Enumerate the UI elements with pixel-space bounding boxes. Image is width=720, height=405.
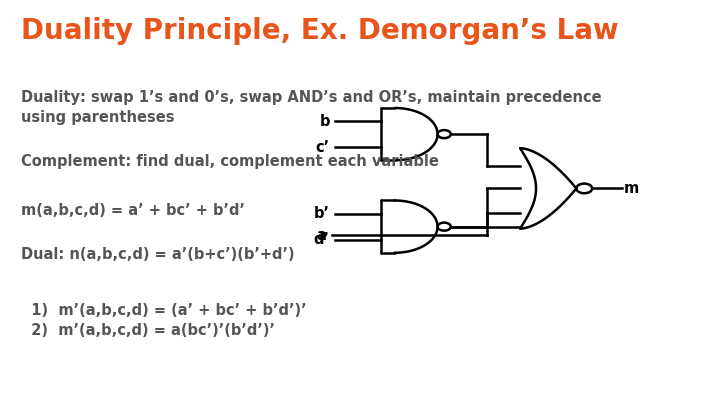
Text: b: b <box>320 113 330 128</box>
Text: c’: c’ <box>315 140 330 155</box>
Text: m: m <box>624 181 639 196</box>
Text: 1)  m’(a,b,c,d) = (a’ + bc’ + b’d’)’
  2)  m’(a,b,c,d) = a(bc’)’(b’d’)’: 1) m’(a,b,c,d) = (a’ + bc’ + b’d’)’ 2) m… <box>21 303 307 338</box>
Text: d’: d’ <box>314 232 330 247</box>
Text: Dual: n(a,b,c,d) = a’(b+c’)(b’+d’): Dual: n(a,b,c,d) = a’(b+c’)(b’+d’) <box>21 247 294 262</box>
Text: Duality Principle, Ex. Demorgan’s Law: Duality Principle, Ex. Demorgan’s Law <box>21 17 618 45</box>
Text: b’: b’ <box>314 206 330 221</box>
Text: a: a <box>317 228 327 243</box>
Text: Duality: swap 1’s and 0’s, swap AND’s and OR’s, maintain precedence
using parent: Duality: swap 1’s and 0’s, swap AND’s an… <box>21 90 602 125</box>
Text: Complement: find dual, complement each variable: Complement: find dual, complement each v… <box>21 154 439 169</box>
Text: m(a,b,c,d) = a’ + bc’ + b’d’: m(a,b,c,d) = a’ + bc’ + b’d’ <box>21 202 246 217</box>
